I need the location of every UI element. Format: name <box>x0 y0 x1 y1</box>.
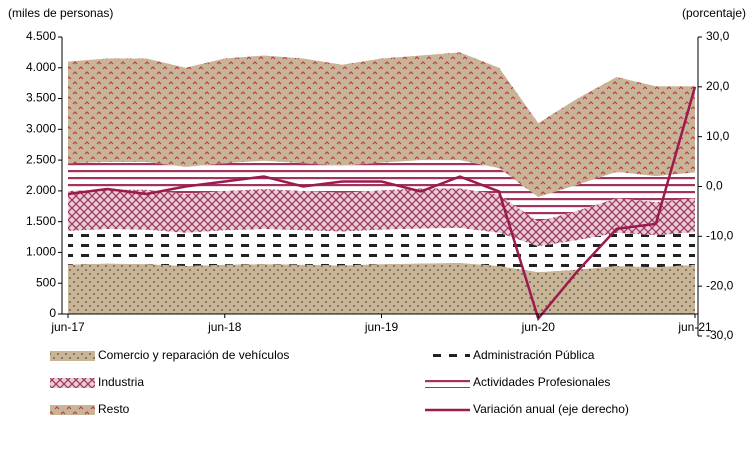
area <box>68 227 695 273</box>
legend-label: Actividades Profesionales <box>473 375 610 389</box>
y2-tick-label: -10,0 <box>706 229 734 243</box>
legend-label: Variación anual (eje derecho) <box>473 402 629 416</box>
y-tick-label: 4.500 <box>26 29 56 43</box>
y2-tick-label: 20,0 <box>706 79 730 93</box>
y-tick-label: 500 <box>36 275 56 289</box>
y-axis-label: (miles de personas) <box>8 6 113 20</box>
legend-label: Resto <box>98 402 130 416</box>
area <box>68 262 695 314</box>
y2-tick-label: 0,0 <box>706 179 723 193</box>
y-tick-label: 2.000 <box>26 183 56 197</box>
x-tick-label: jun-21 <box>677 320 712 334</box>
x-tick-label: jun-19 <box>364 320 399 334</box>
legend-swatch <box>50 378 95 388</box>
y-tick-label: 1.500 <box>26 214 56 228</box>
y-tick-label: 4.000 <box>26 60 56 74</box>
area <box>68 188 695 247</box>
legend-label: Administración Pública <box>473 348 595 362</box>
line <box>67 86 697 322</box>
y-tick-label: 3.500 <box>26 91 56 105</box>
y-tick-label: 0 <box>49 306 56 320</box>
x-tick-label: jun-20 <box>521 320 556 334</box>
legend-swatch <box>50 351 95 361</box>
x-tick-label: jun-18 <box>207 320 242 334</box>
y2-tick-label: -20,0 <box>706 278 734 292</box>
legend-swatch <box>425 378 470 388</box>
area <box>68 160 695 222</box>
y-tick-label: 3.000 <box>26 122 56 136</box>
legend-swatch <box>425 351 470 361</box>
y2-axis-label: (porcentaje) <box>682 6 746 20</box>
y-tick-label: 2.500 <box>26 152 56 166</box>
y2-tick-label: -30,0 <box>706 328 734 342</box>
x-tick-label: jun-17 <box>50 320 85 334</box>
y2-tick-label: 30,0 <box>706 29 730 43</box>
area <box>68 52 695 198</box>
legend-label: Industria <box>98 375 144 389</box>
legend-label: Comercio y reparación de vehículos <box>98 348 289 362</box>
legend-swatch <box>50 405 95 415</box>
y2-tick-label: 10,0 <box>706 129 730 143</box>
y-tick-label: 1.000 <box>26 245 56 259</box>
